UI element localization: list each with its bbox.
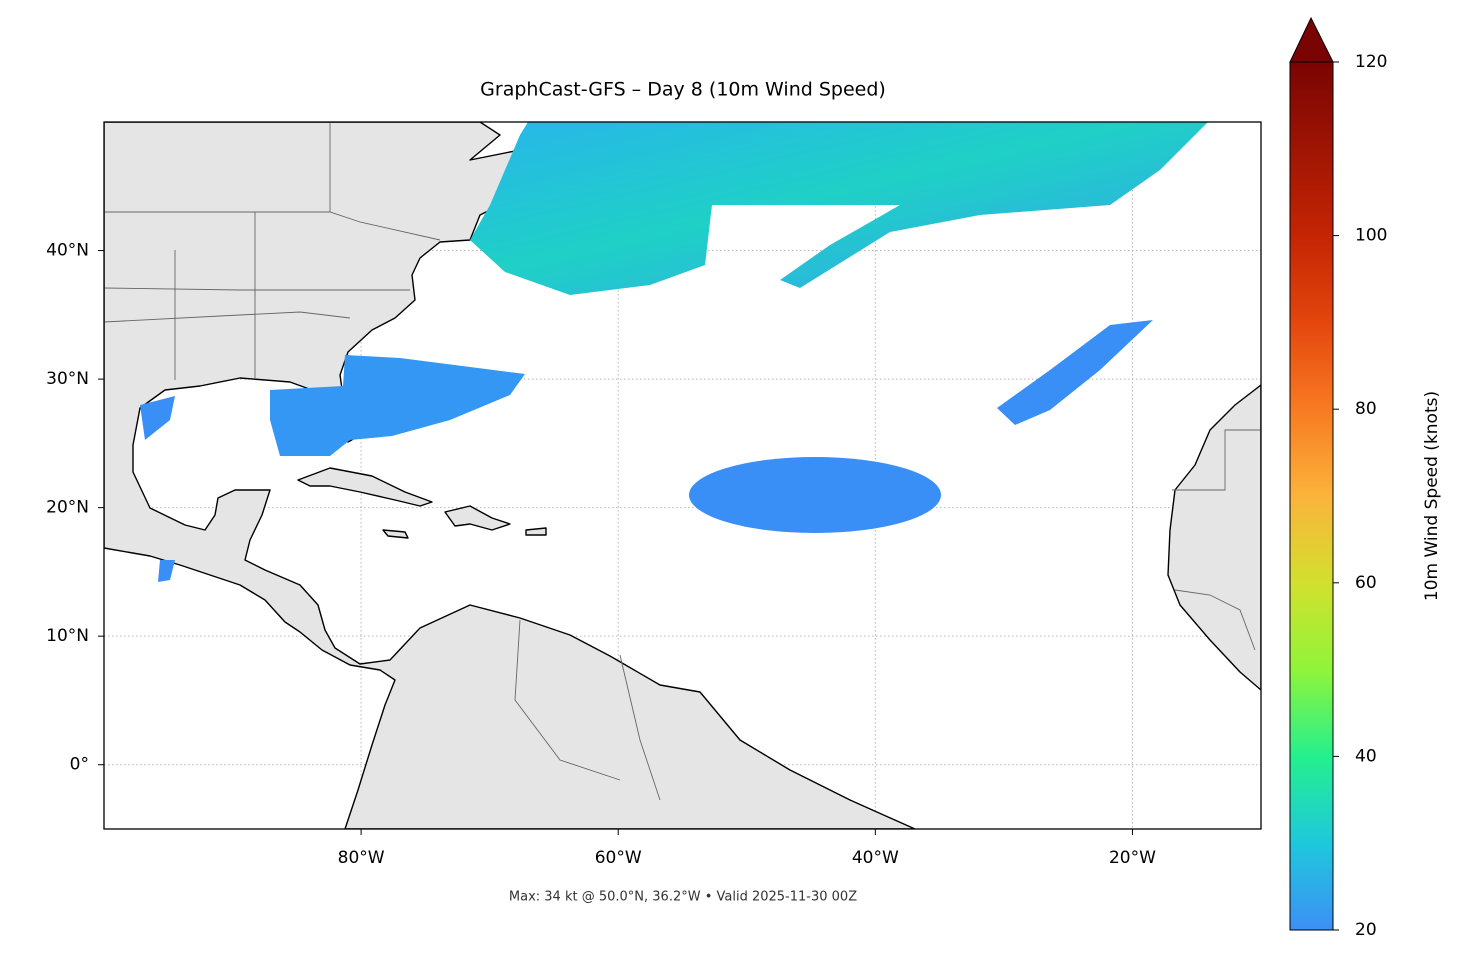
colorbar [1289, 61, 1334, 931]
americas [104, 122, 916, 829]
cuba [297, 467, 433, 507]
wind-field [470, 122, 1208, 295]
jamaica [382, 529, 409, 539]
state-borders [104, 311, 351, 323]
plot-frame [103, 121, 1262, 830]
colorbar-tick-label: 40 [1355, 746, 1377, 766]
colorbar-tick-label: 80 [1355, 399, 1377, 419]
colorbar-tick-label: 60 [1355, 573, 1377, 593]
country-borders [514, 619, 621, 781]
y-tick-label: 0° [70, 755, 89, 775]
y-tick-label: 30°N [46, 369, 89, 389]
wind-field [689, 457, 941, 533]
wind-field [140, 396, 175, 440]
footnote: Max: 34 kt @ 50.0°N, 36.2°W • Valid 2025… [509, 890, 857, 905]
y-tick-label: 10°N [46, 626, 89, 646]
wind-field [270, 355, 525, 456]
country-borders [1172, 429, 1261, 491]
colorbar-tick-label: 20 [1355, 920, 1377, 940]
y-tick-label: 40°N [46, 241, 89, 261]
colorbar-label: 10m Wind Speed (knots) [1422, 391, 1442, 601]
wind-field [158, 560, 175, 582]
x-tick-label: 60°W [595, 848, 642, 868]
colorbar-tick-label: 100 [1355, 226, 1387, 246]
x-tick-label: 20°W [1109, 848, 1156, 868]
colorbar-tick-label: 120 [1355, 52, 1387, 72]
hispaniola [444, 505, 511, 531]
plot-area [104, 122, 1261, 829]
state-borders [104, 287, 410, 291]
x-tick-label: 80°W [338, 848, 385, 868]
country-borders [619, 654, 661, 801]
africa [1167, 384, 1261, 691]
y-tick-label: 20°N [46, 498, 89, 518]
puerto-rico [525, 527, 547, 536]
chart-title: GraphCast-GFS – Day 8 (10m Wind Speed) [480, 79, 886, 101]
wind-field [997, 320, 1153, 425]
country-borders [1174, 589, 1256, 651]
x-tick-label: 40°W [852, 848, 899, 868]
